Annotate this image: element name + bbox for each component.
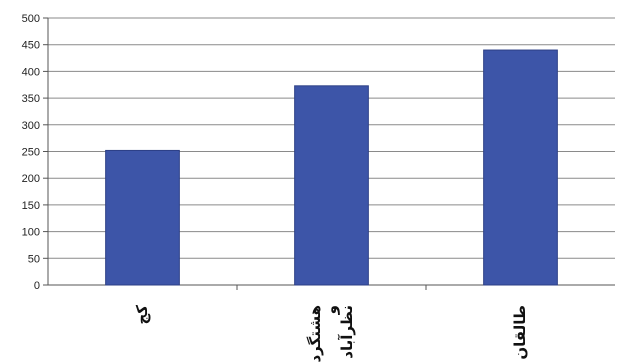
y-tick-label: 250 [22, 147, 40, 159]
y-tick-label: 150 [22, 200, 40, 212]
x-category-label-line: کج [133, 305, 151, 325]
y-tick-labels: 0 50 100 150 200 250 300 350 400 450 500 [22, 13, 40, 292]
bar-3 [483, 49, 558, 286]
y-tick-label: 0 [34, 280, 40, 292]
y-tick-label: 500 [22, 13, 40, 25]
y-tick-label: 450 [22, 40, 40, 52]
bar-2 [294, 85, 369, 286]
y-tick-label: 50 [28, 253, 40, 265]
x-category-label-line: طالقان [511, 305, 529, 360]
y-tick-label: 200 [22, 173, 40, 185]
y-tick-label: 100 [22, 227, 40, 239]
bar-1 [105, 149, 180, 286]
x-category-label-line: و [322, 305, 340, 315]
y-tick-label: 350 [22, 93, 40, 105]
x-category-label-line: نظرآباد [338, 305, 356, 359]
y-tick-label: 400 [22, 66, 40, 78]
x-category-label: طالقان [511, 305, 529, 360]
y-tick-label: 300 [22, 120, 40, 132]
bars [105, 49, 558, 286]
x-category-label: کج [133, 305, 151, 325]
x-category-label-line: هشتگرد [306, 305, 324, 363]
